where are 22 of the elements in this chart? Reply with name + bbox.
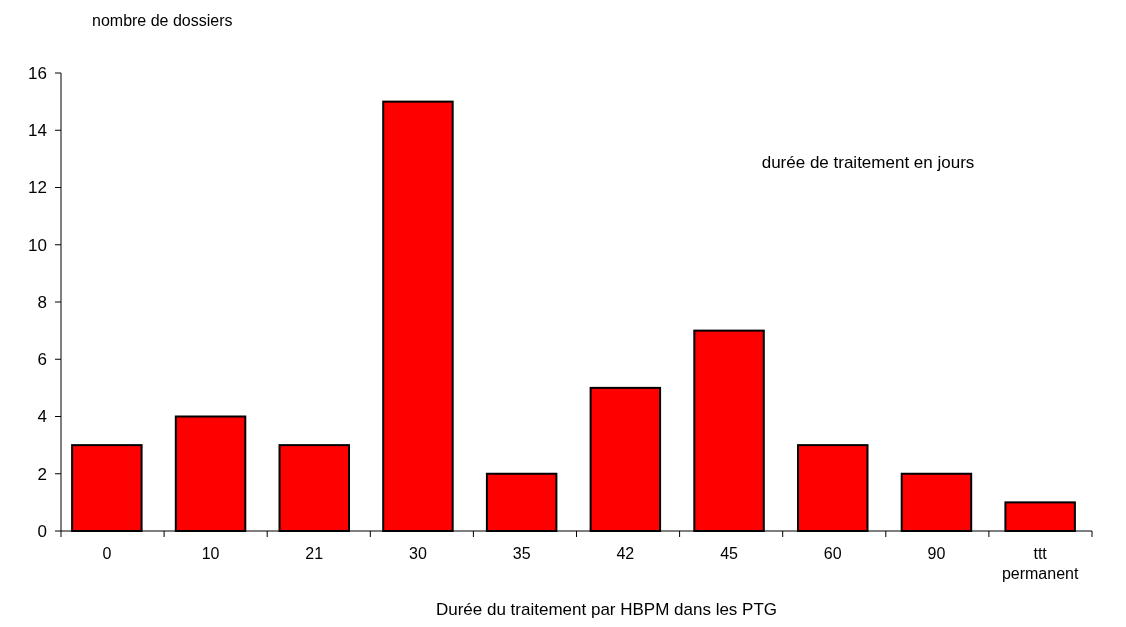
- x-tick-label: 60: [823, 545, 842, 562]
- annotation: durée de traitement en jours: [761, 153, 975, 172]
- y-tick-label: 0: [37, 521, 47, 541]
- x-tick-label: 35: [512, 545, 531, 562]
- x-tick-label: 45: [720, 545, 739, 562]
- x-axis-title: Durée du traitement par HBPM dans les PTG: [435, 600, 778, 619]
- y-tick-label: 4: [37, 407, 47, 427]
- x-tick-label: 10: [201, 545, 220, 562]
- x-tick-label: ttt permanent: [1001, 545, 1079, 582]
- x-tick-label: 0: [102, 545, 112, 562]
- y-tick-label: 16: [28, 63, 47, 83]
- x-tick-label: 30: [409, 545, 427, 562]
- x-tick-label: 21: [305, 545, 324, 562]
- y-tick-label: 12: [28, 178, 47, 198]
- y-axis-title: nombre de dossiers: [92, 12, 233, 29]
- x-tick-label: 90: [927, 545, 946, 562]
- y-tick-label: 8: [37, 292, 47, 312]
- y-tick-label: 10: [28, 235, 47, 255]
- y-tick-label: 6: [37, 350, 47, 370]
- y-tick-label: 14: [28, 121, 47, 141]
- y-tick-label: 2: [37, 464, 47, 484]
- x-tick-label: 42: [616, 545, 635, 562]
